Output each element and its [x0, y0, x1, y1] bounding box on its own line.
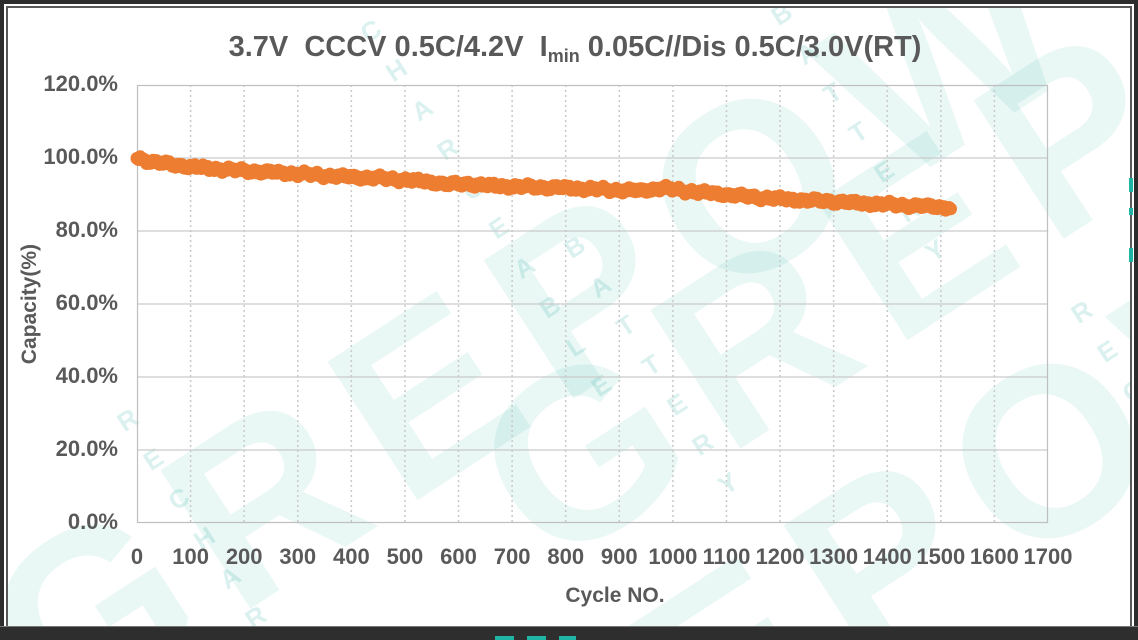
x-tick-label: 300	[279, 544, 317, 569]
y-tick-label: 120.0%	[43, 71, 118, 96]
x-tick-label: 1200	[755, 544, 805, 569]
x-tick-label: 600	[440, 544, 477, 569]
x-tick-label: 1700	[1023, 544, 1073, 569]
x-tick-label: 1000	[648, 544, 698, 569]
x-tick-label: 1300	[809, 544, 859, 569]
grepow-logo-fragment	[527, 636, 546, 640]
x-tick-label: 1400	[862, 544, 912, 569]
watermark-tagline: RECHARGEABLE	[1060, 291, 1130, 632]
grepow-logo-fragment	[1129, 248, 1133, 262]
y-tick-label: 40.0%	[55, 363, 118, 388]
x-tick-label: 1500	[916, 544, 966, 569]
y-tick-label: 100.0%	[43, 144, 118, 169]
x-tick-label: 1100	[702, 544, 751, 569]
x-tick-label: 0	[130, 544, 144, 569]
plot-border	[136, 84, 1049, 524]
x-tick-label: 100	[172, 544, 209, 569]
chart-title-pre: 3.7V CCCV 0.5C/4.2V I	[228, 31, 548, 63]
y-tick-label: 60.0%	[55, 290, 118, 315]
x-tick-label: 800	[547, 544, 585, 569]
x-axis-title: Cycle NO.	[565, 584, 665, 607]
grepow-logo-fragment	[559, 636, 576, 640]
y-tick-label: 0.0%	[67, 509, 118, 534]
grepow-logo-fragment	[1129, 208, 1133, 215]
x-tick-label: 200	[225, 544, 263, 569]
grepow-logo-fragment	[495, 636, 514, 640]
y-tick-label: 20.0%	[55, 436, 118, 461]
x-tick-label: 900	[600, 544, 638, 569]
x-tick-label: 700	[493, 544, 531, 569]
grepow-logo-fragment	[1129, 178, 1133, 192]
capacity-retention-series	[130, 150, 957, 217]
x-tick-label: 1600	[969, 544, 1019, 569]
data-point	[944, 202, 957, 216]
x-tick-label: 400	[332, 544, 370, 569]
y-tick-label: 80.0%	[55, 217, 118, 242]
chart-title: 3.7V CCCV 0.5C/4.2V Imin 0.05C//Dis 0.5C…	[12, 31, 1138, 67]
plot-area	[130, 84, 1049, 524]
chart-title-post: 0.05C//Dis 0.5C/3.0V(RT)	[579, 31, 922, 63]
x-tick-label: 500	[386, 544, 424, 569]
chart-title-subscript: min	[547, 46, 580, 66]
